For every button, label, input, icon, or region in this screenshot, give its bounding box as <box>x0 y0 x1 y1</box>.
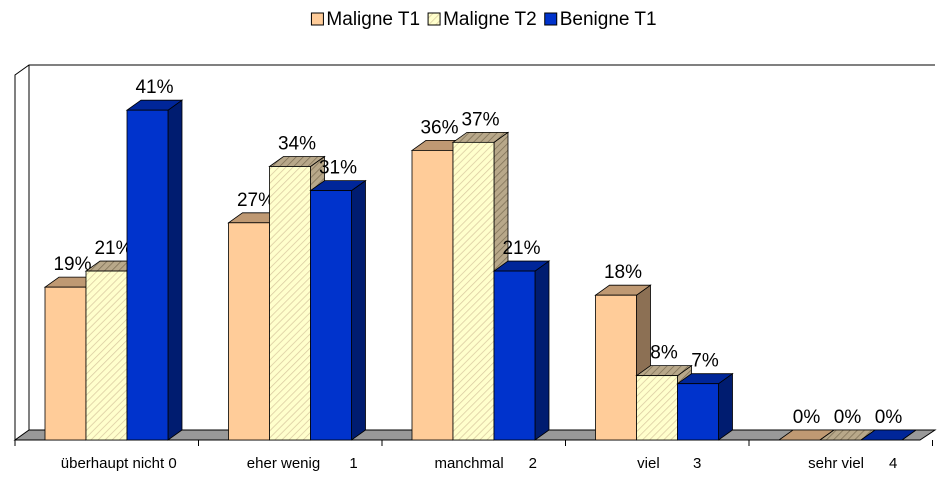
data-label: 0% <box>875 407 903 428</box>
bar-front <box>595 294 637 441</box>
bar <box>309 179 367 441</box>
bar-side <box>351 179 366 441</box>
bar-front <box>228 222 270 441</box>
x-tick-label: manchmal 2 <box>434 455 537 472</box>
bar <box>492 260 551 441</box>
bar-front <box>636 375 678 441</box>
bar-front <box>677 383 719 441</box>
bar-front <box>411 149 454 441</box>
data-label: 31% <box>319 158 357 179</box>
bar-front <box>452 141 495 441</box>
data-label: 7% <box>691 351 719 372</box>
legend-label: Maligne T1 <box>326 9 420 30</box>
legend-swatch <box>310 12 324 26</box>
data-label: 34% <box>278 134 316 155</box>
bar-side <box>534 260 550 441</box>
data-label: 21% <box>94 238 132 259</box>
data-label: 0% <box>793 407 821 428</box>
data-label: 8% <box>650 343 678 364</box>
bar-side <box>167 99 183 441</box>
legend-label: Maligne T2 <box>443 9 537 30</box>
data-label: 0% <box>834 407 862 428</box>
bar-top <box>859 429 918 441</box>
legend: Maligne T1 Maligne T2 Benigne T1 <box>310 9 657 30</box>
data-label: 18% <box>604 262 642 283</box>
bar-side <box>718 372 733 441</box>
legend-swatch <box>544 12 558 26</box>
bar-front <box>85 270 128 441</box>
bar-front <box>126 109 169 441</box>
data-label: 27% <box>237 190 275 211</box>
bar-front <box>310 190 352 441</box>
x-tick-label: eher wenig 1 <box>247 455 358 472</box>
data-label: 41% <box>135 77 173 98</box>
bar-front <box>269 166 311 441</box>
x-tick-label: sehr viel 4 <box>808 455 897 472</box>
legend-label: Benigne T1 <box>560 9 657 30</box>
bar <box>125 99 184 441</box>
data-label: 37% <box>461 109 499 130</box>
x-tick-label: viel 3 <box>637 455 701 472</box>
data-label: 19% <box>53 254 91 275</box>
bar <box>859 429 918 441</box>
data-label: 21% <box>502 238 540 259</box>
x-tick-label: überhaupt nicht 0 <box>61 455 177 472</box>
back-wall <box>14 64 935 440</box>
bar-front <box>44 286 87 441</box>
data-label: 36% <box>420 117 458 138</box>
bar <box>676 372 734 441</box>
bar-front <box>493 270 536 441</box>
legend-swatch <box>427 12 441 26</box>
